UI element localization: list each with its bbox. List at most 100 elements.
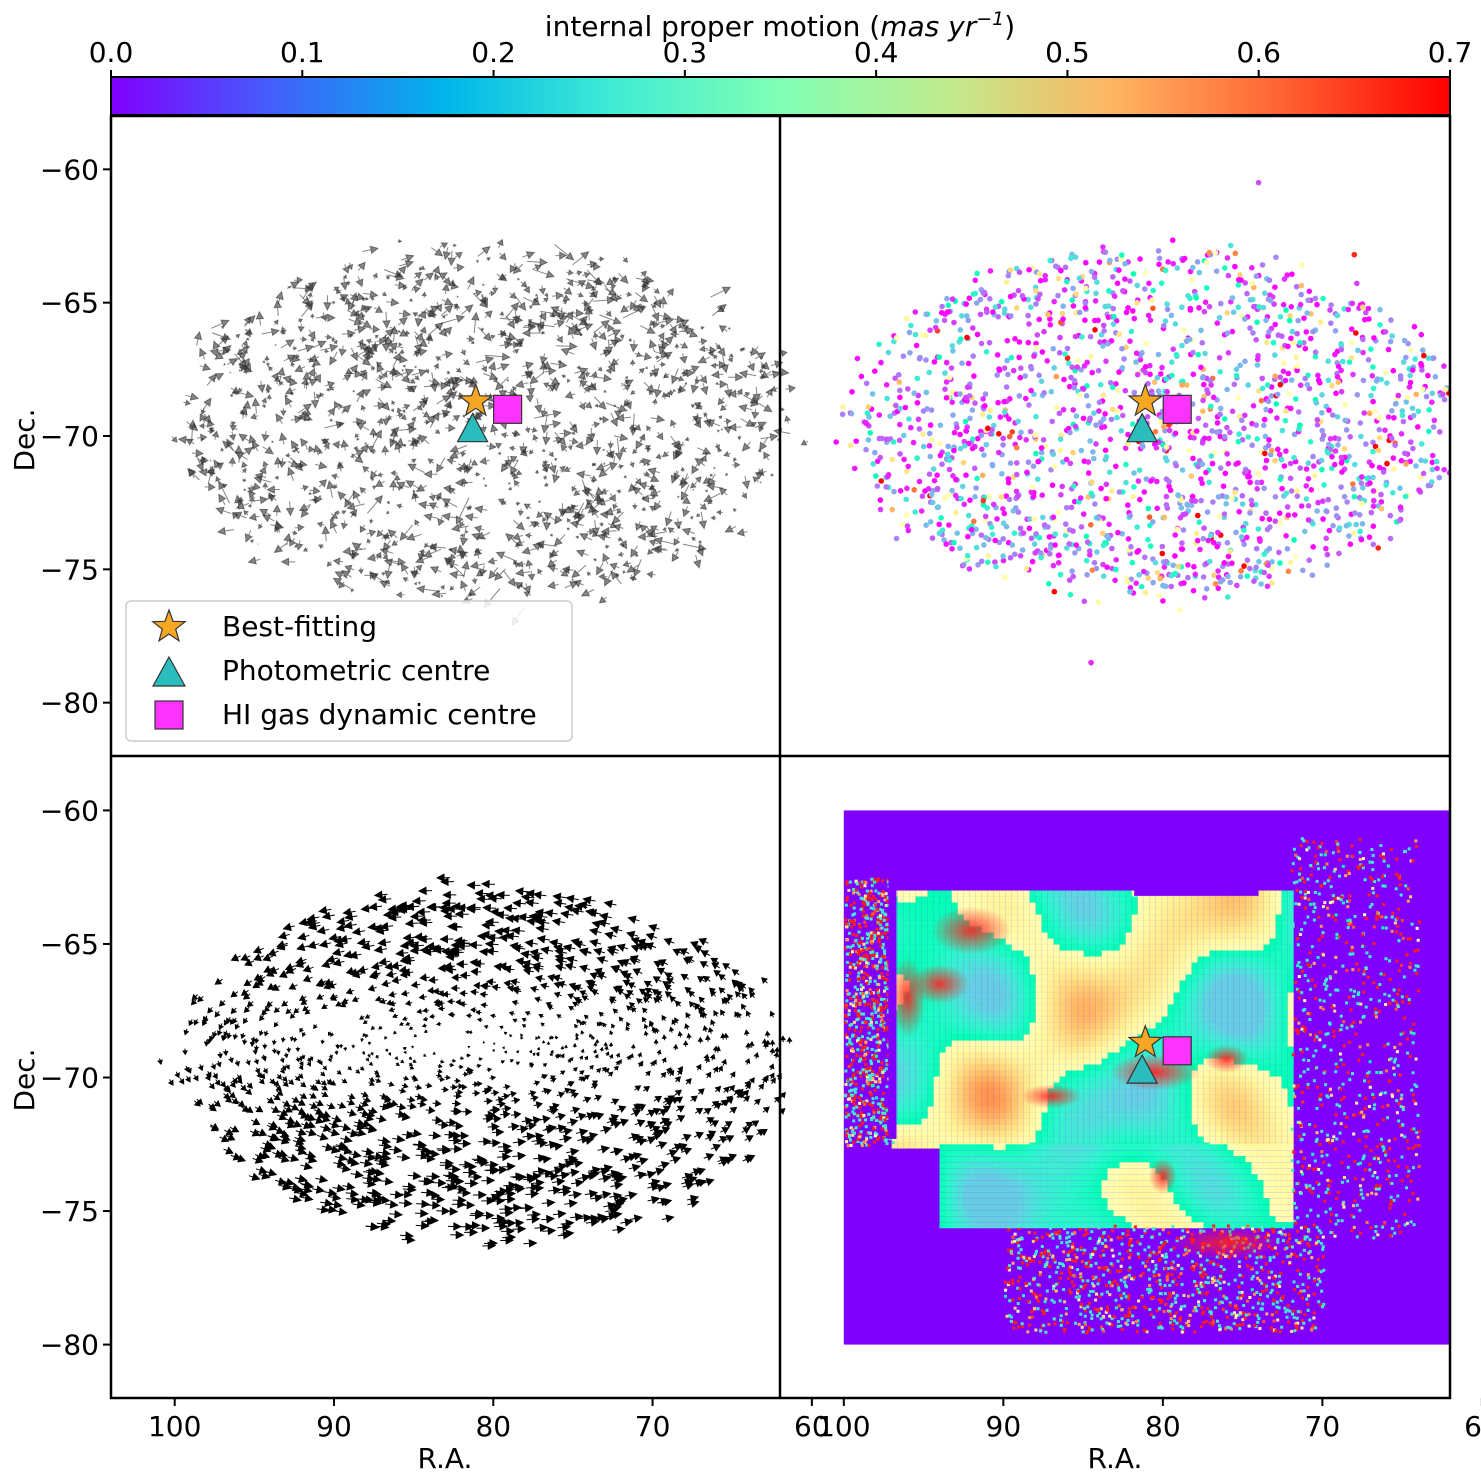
quiver-arrow-black (523, 1239, 538, 1248)
scatter-point (1357, 528, 1363, 535)
quiver-arrow-grey (429, 566, 442, 575)
quiver-arrow-black (432, 1051, 436, 1055)
scatter-point (1201, 595, 1208, 601)
scatter-point (901, 456, 907, 463)
scatter-point (1041, 390, 1047, 396)
quiver-arrow-black (470, 1007, 477, 1013)
quiver-arrow-grey (393, 474, 401, 483)
scatter-point (1298, 503, 1305, 509)
scatter-point (1441, 363, 1447, 369)
quiver-arrow-black (480, 1002, 488, 1009)
scatter-point (1294, 488, 1300, 494)
quiver-arrow-grey (273, 375, 281, 385)
quiver-arrow-black (610, 1147, 623, 1156)
scatter-point (1217, 411, 1223, 418)
scatter-point (1001, 365, 1008, 371)
scatter-point (1113, 557, 1119, 563)
quiver-arrow-black (232, 1017, 238, 1025)
quiver-arrow-grey (565, 310, 574, 323)
quiver-arrow-black (591, 989, 600, 997)
quiver-arrow-black (437, 990, 447, 998)
quiver-arrow-grey (646, 570, 656, 579)
quiver-arrow-grey (599, 314, 623, 325)
scatter-point (840, 404, 846, 410)
heatmap-cell (915, 896, 922, 903)
heatmap-cell (1281, 890, 1288, 897)
quiver-arrow-grey (640, 276, 649, 286)
scatter-point (969, 445, 976, 452)
quiver-arrow-black (742, 1089, 750, 1097)
scatter-point (897, 488, 904, 494)
quiver-arrow-black (536, 934, 550, 944)
scatter-point (1249, 280, 1255, 287)
quiver-arrow-grey (703, 492, 721, 502)
scatter-point (1129, 559, 1136, 566)
quiver-arrow-grey (629, 574, 635, 582)
quiver-arrow-grey (440, 304, 454, 317)
quiver-arrow-grey (350, 453, 355, 459)
scatter-point (1262, 450, 1268, 457)
quiver-arrow-grey (376, 529, 384, 538)
scatter-point (1205, 537, 1212, 544)
quiver-arrow-grey (493, 442, 503, 450)
scatter-point (1107, 379, 1114, 386)
scatter-point (1170, 260, 1176, 267)
quiver-arrow-black (694, 1107, 704, 1115)
quiver-arrow-grey (482, 477, 486, 480)
quiver-arrow-grey (487, 556, 498, 565)
scatter-point (1100, 416, 1107, 422)
quiver-arrow-black (652, 976, 662, 984)
quiver-arrow-grey (215, 506, 232, 515)
scatter-point (1057, 447, 1064, 454)
quiver-arrow-grey (466, 335, 475, 343)
quiver-arrow-grey (218, 493, 227, 506)
quiver-arrow-black (439, 906, 455, 916)
quiver-arrow-grey (480, 424, 487, 433)
quiver-arrow-black (736, 1088, 744, 1096)
quiver-arrow-black (362, 1174, 376, 1183)
panel-top-left-quiver (171, 238, 809, 627)
quiver-arrow-black (764, 1030, 771, 1038)
scatter-point (1403, 461, 1409, 467)
quiver-arrow-grey (731, 461, 741, 469)
quiver-arrow-black (297, 932, 310, 941)
scatter-point (1346, 453, 1352, 460)
scatter-point (1082, 305, 1089, 311)
scatter-point (1309, 572, 1316, 578)
quiver-arrow-black (721, 997, 728, 1005)
quiver-arrow-grey (616, 508, 623, 515)
scatter-point (936, 530, 943, 536)
quiver-arrow-black (588, 1033, 593, 1038)
heatmap-cell (1089, 890, 1096, 897)
quiver-arrow-black (556, 1171, 571, 1180)
quiver-arrow-black (693, 1131, 705, 1140)
quiver-arrow-grey (732, 508, 737, 513)
quiver-arrow-grey (197, 433, 208, 442)
scatter-point (1106, 521, 1112, 528)
quiver-arrow-black (626, 930, 639, 940)
quiver-arrow-grey (644, 366, 649, 370)
quiver-arrow-black (582, 1020, 587, 1026)
quiver-arrow-black (379, 998, 387, 1005)
quiver-arrow-grey (215, 462, 225, 470)
scatter-point (1167, 487, 1174, 494)
scatter-point (1208, 453, 1215, 459)
quiver-arrow-grey (498, 252, 507, 261)
quiver-arrow-black (288, 1079, 295, 1085)
quiver-arrow-grey (716, 305, 725, 312)
quiver-arrow-grey (535, 320, 555, 330)
scatter-point (1266, 545, 1273, 552)
scatter-point (1025, 339, 1032, 346)
scatter-point (1459, 435, 1465, 441)
quiver-arrow-black (436, 1144, 451, 1154)
quiver-arrow-black (698, 1007, 705, 1015)
heatmap-cell (963, 896, 970, 903)
scatter-point (1083, 393, 1090, 399)
scatter-point (1000, 506, 1006, 512)
quiver-arrow-black (481, 1196, 496, 1206)
quiver-arrow-grey (752, 386, 762, 403)
quiver-arrow-grey (616, 294, 623, 301)
quiver-arrow-grey (609, 455, 618, 471)
quiver-arrow-black (623, 993, 632, 1000)
quiver-arrow-black (635, 1137, 648, 1146)
